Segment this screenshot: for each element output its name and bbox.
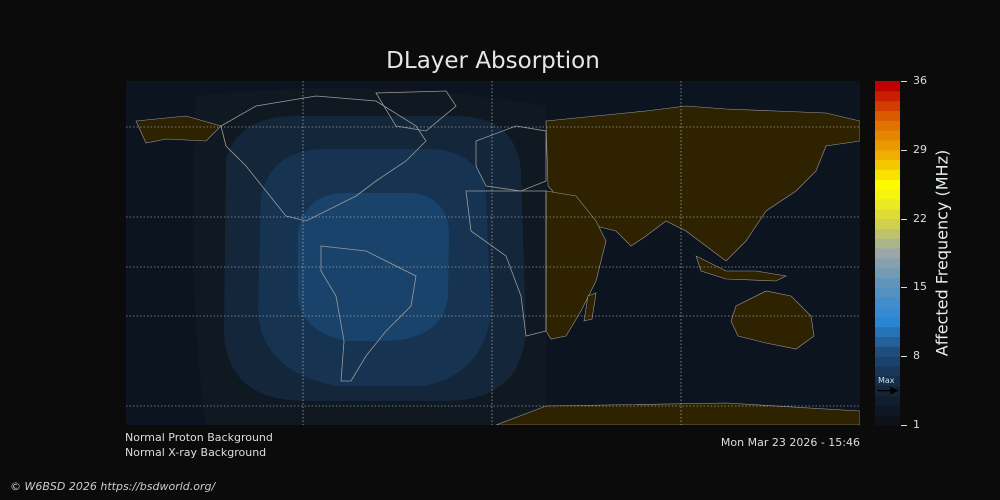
indonesia (695, 255, 787, 282)
colorbar-segment (875, 336, 900, 347)
colorbar-segment (875, 179, 900, 190)
colorbar-segment (875, 169, 900, 180)
night-landmasses (135, 105, 860, 425)
colorbar-segment (875, 267, 900, 279)
madagascar (583, 292, 597, 322)
colorbar-segment (875, 110, 900, 121)
colorbar-tick-label: 15 (913, 280, 927, 294)
colorbar-segment (875, 130, 900, 141)
colorbar-segment (875, 395, 900, 406)
colorbar-tick-label: 8 (913, 349, 920, 363)
colorbar-segment (875, 375, 900, 387)
colorbar-segment (875, 120, 900, 131)
colorbar-tick-mark (901, 425, 907, 426)
greenland (375, 90, 457, 132)
max-marker-label: Max (878, 376, 895, 385)
colorbar-segment (875, 248, 900, 259)
colorbar-segment (875, 159, 900, 170)
colorbar-segment (875, 346, 900, 357)
graticule (126, 81, 860, 425)
colorbar-tick-mark (901, 81, 907, 82)
colorbar-segment (875, 100, 900, 111)
colorbar-segment (875, 238, 900, 249)
colorbar-label: Affected Frequency (MHz) (932, 149, 952, 357)
proton-status: Normal Proton Background (125, 431, 273, 444)
colorbar-segment (875, 307, 900, 318)
colorbar-segment (875, 356, 900, 367)
colorbar-tick-mark (901, 287, 907, 289)
south-america (320, 245, 417, 382)
colorbar-segment (875, 287, 900, 298)
colorbar-tick-label: 29 (913, 142, 927, 156)
colorbar-segment (875, 277, 900, 288)
colorbar-segment (875, 218, 900, 229)
colorbar (875, 81, 900, 426)
absorption-map (126, 81, 860, 425)
colorbar-segment (875, 90, 900, 102)
colorbar-segment (875, 326, 900, 338)
north-america (220, 95, 427, 222)
eurasia (545, 105, 860, 262)
colorbar-segment (875, 257, 900, 269)
europe-west (475, 125, 547, 192)
colorbar-segment (875, 139, 900, 151)
colorbar-tick-mark (901, 149, 907, 151)
map-title: DLayer Absorption (386, 48, 600, 74)
colorbar-segment (875, 81, 900, 92)
colorbar-tick-mark (901, 356, 907, 358)
day-landmasses (220, 90, 547, 382)
xray-status: Normal X-ray Background (125, 446, 267, 459)
colorbar-segment (875, 366, 900, 377)
absorption-contours (192, 88, 546, 425)
antarctica (495, 402, 860, 425)
australia (730, 290, 815, 350)
colorbar-segment (875, 189, 900, 200)
colorbar-segment (875, 316, 900, 328)
colorbar-segment (875, 198, 900, 210)
colorbar-segment (875, 149, 900, 161)
colorbar-tick-mark (901, 218, 907, 220)
max-marker-arrow (877, 386, 899, 395)
colorbar-segment (875, 228, 900, 239)
credit: © W6BSD 2026 https://bsdworld.org/ (10, 480, 216, 493)
colorbar-segment (875, 297, 900, 308)
africa-west (465, 190, 547, 337)
colorbar-segment (875, 415, 900, 426)
timestamp: Mon Mar 23 2026 - 15:46 (720, 436, 860, 449)
colorbar-segment (875, 405, 900, 416)
colorbar-tick-label: 1 (913, 418, 920, 431)
alaska (135, 115, 222, 144)
colorbar-segment (875, 208, 900, 220)
colorbar-tick-label: 22 (913, 211, 927, 225)
colorbar-tick-label: 36 (913, 74, 927, 87)
